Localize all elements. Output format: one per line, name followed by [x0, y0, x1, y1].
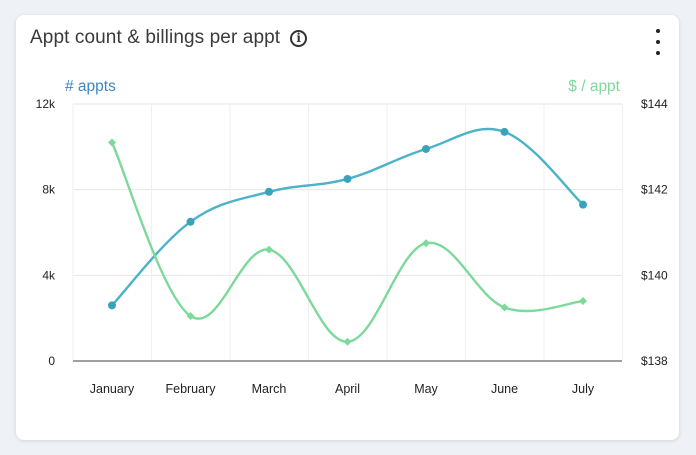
data-point-appt-count	[108, 301, 116, 310]
data-point-price-per-appt	[500, 303, 509, 312]
y-right-tick-label: $138	[641, 354, 668, 368]
data-point-price-per-appt	[186, 312, 195, 321]
data-point-price-per-appt	[579, 297, 587, 306]
chart-card: Appt count & billings per appt i	[16, 15, 679, 440]
y-right-tick-label: $142	[641, 183, 668, 197]
data-point-appt-count	[265, 187, 273, 196]
x-tick-label: May	[414, 382, 438, 396]
y-right-tick-label: $140	[641, 268, 668, 282]
x-tick-label: January	[90, 382, 135, 396]
card-title-row: Appt count & billings per appt i	[30, 27, 308, 49]
series-line-appt-count	[111, 127, 584, 307]
x-tick-label: April	[335, 382, 360, 396]
series-line-price-per-appt	[110, 142, 584, 343]
data-point-price-per-appt	[108, 138, 116, 147]
card-title: Appt count & billings per appt	[30, 27, 281, 48]
x-tick-label: March	[252, 382, 287, 396]
y-left-tick-label: 0	[48, 354, 55, 368]
y-right-tick-label: $144	[641, 97, 668, 111]
x-tick-label: July	[572, 382, 595, 396]
x-tick-label: February	[165, 382, 216, 396]
y-right-axis-title: $ / appt	[568, 78, 620, 95]
info-icon[interactable]: i	[290, 29, 308, 47]
y-left-tick-label: 12k	[36, 97, 56, 111]
data-point-appt-count	[186, 217, 195, 226]
data-point-appt-count	[500, 127, 509, 136]
data-point-appt-count	[343, 174, 352, 183]
more-vertical-icon[interactable]	[653, 29, 663, 55]
data-point-price-per-appt	[265, 245, 273, 254]
x-tick-label: June	[491, 382, 518, 396]
data-point-appt-count	[422, 144, 430, 153]
data-point-price-per-appt	[422, 239, 430, 248]
data-point-price-per-appt	[343, 337, 352, 346]
data-point-appt-count	[579, 200, 587, 209]
y-left-axis-title: # appts	[65, 78, 116, 95]
y-left-tick-label: 4k	[42, 268, 56, 282]
y-left-tick-label: 8k	[42, 183, 56, 197]
